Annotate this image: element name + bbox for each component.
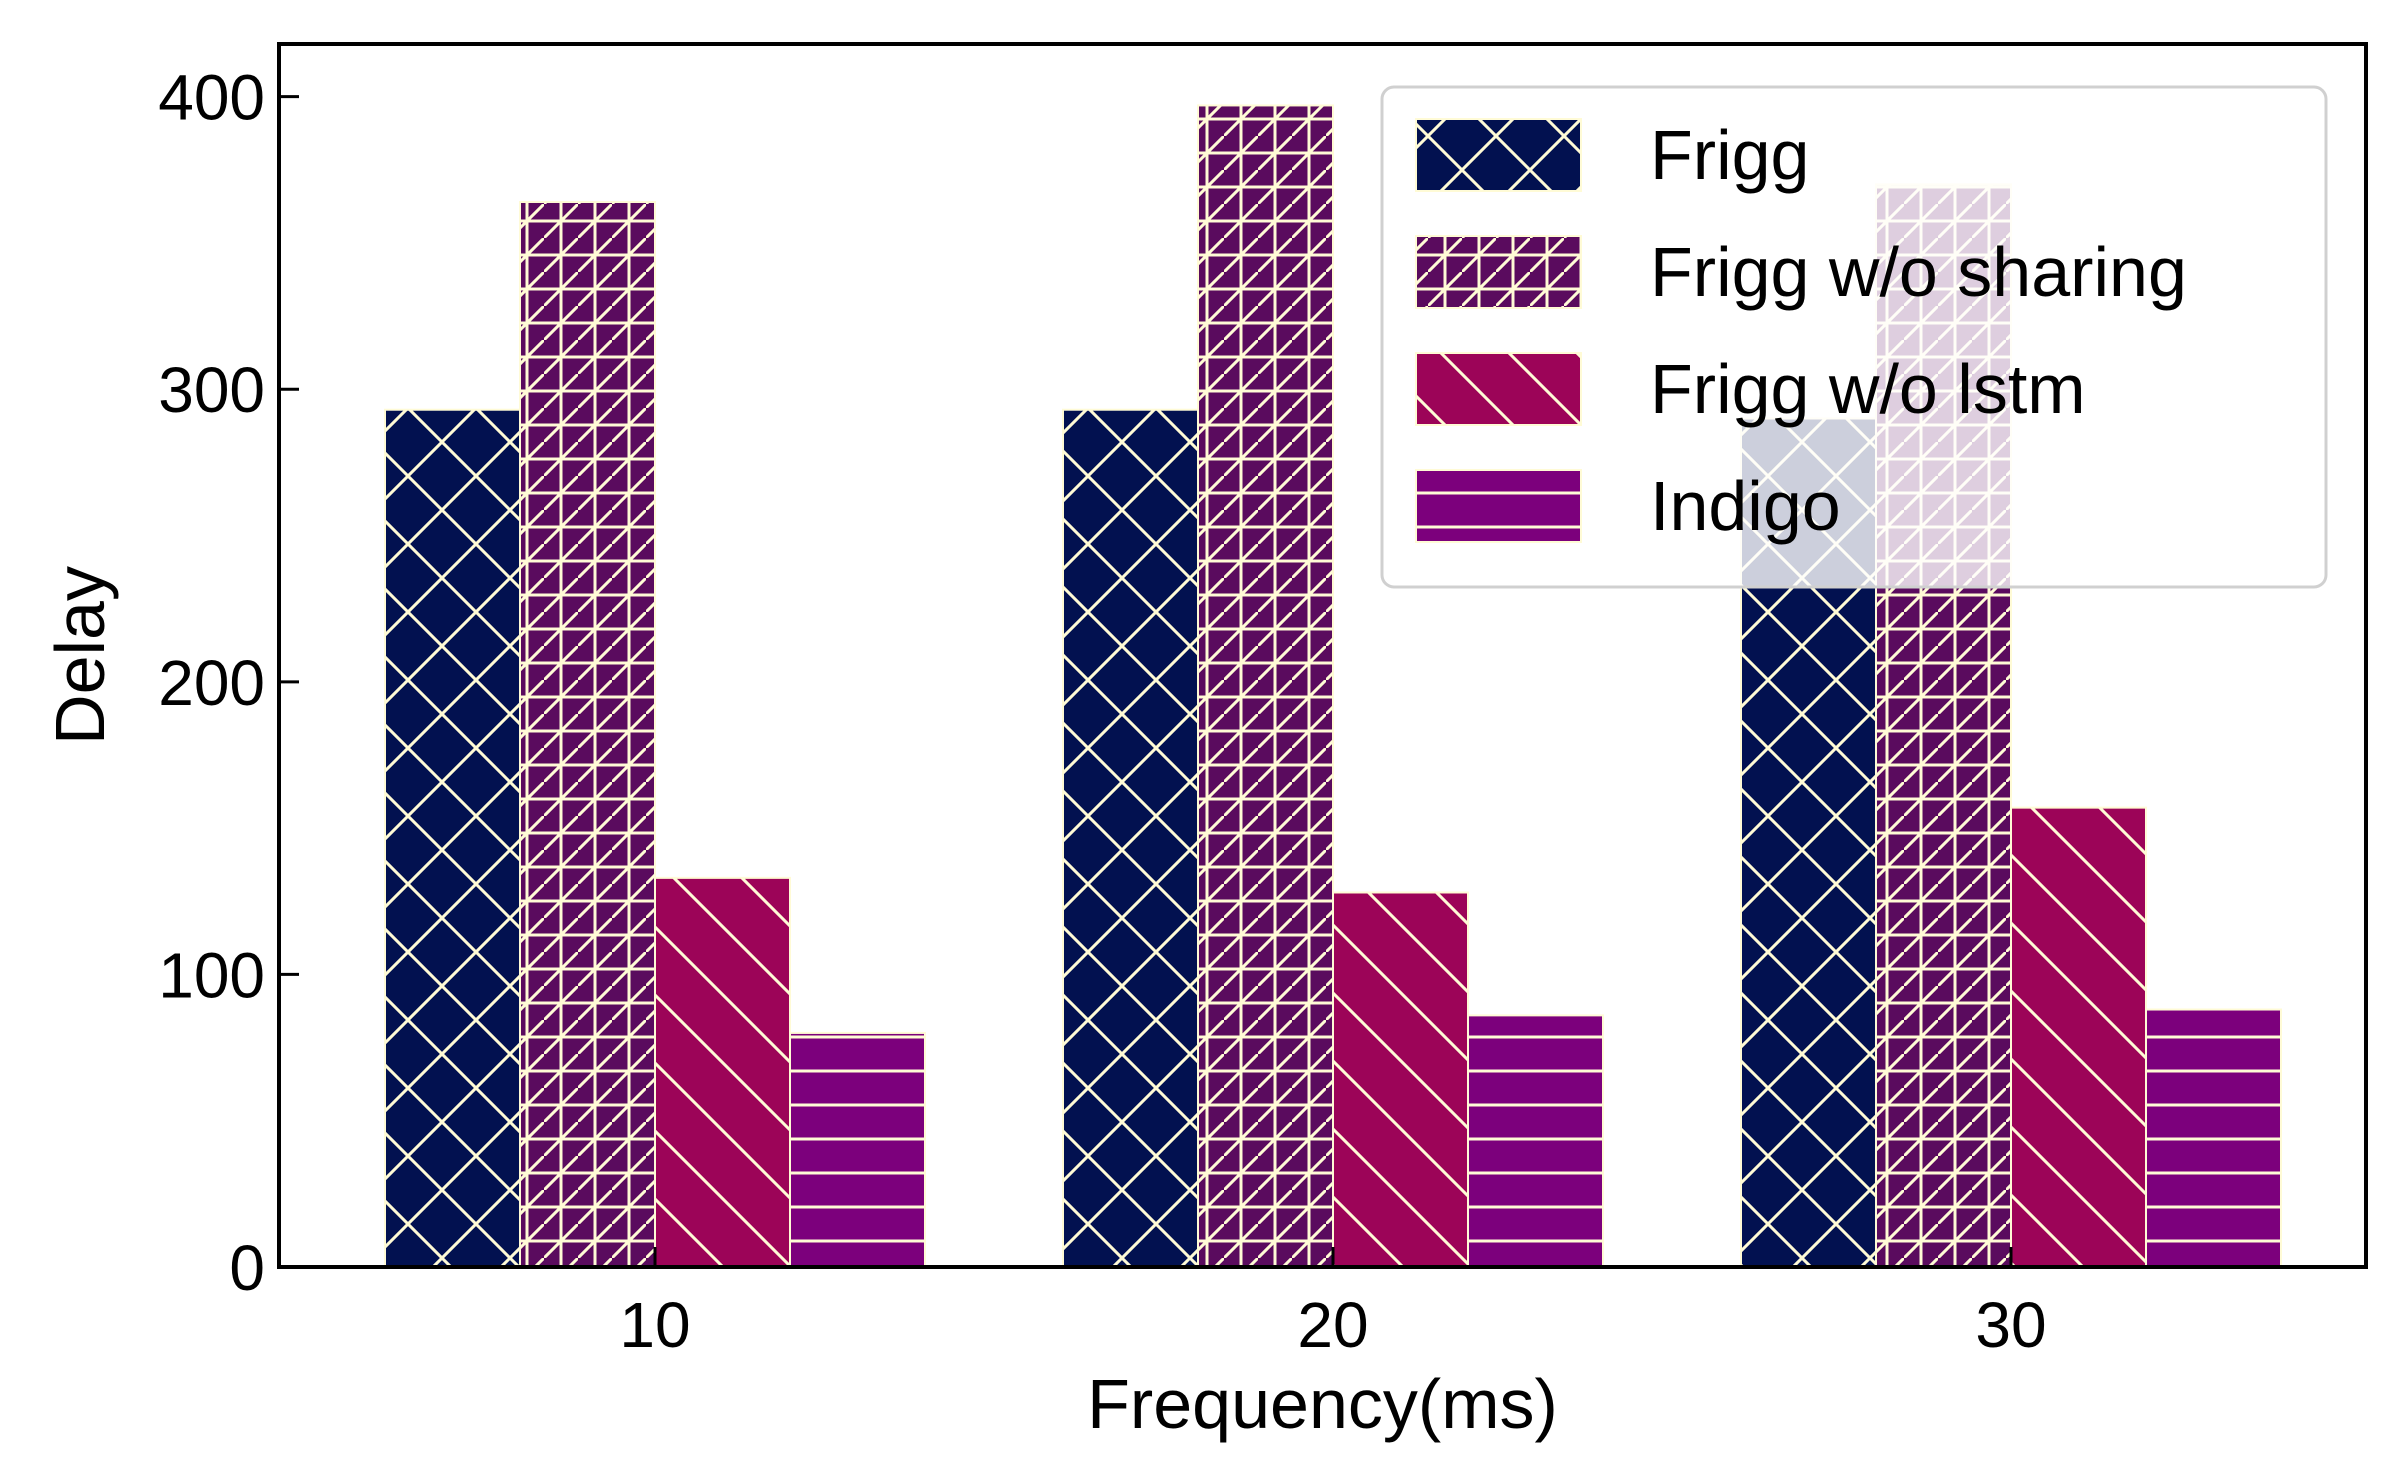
bar-hatch-frigg-w-o-lstm-10 [655,877,790,1267]
bar-hatch-indigo-30 [2146,1009,2281,1267]
ticks-layer: 0 100 200 300 400 10 20 30 [158,62,2046,1361]
legend-swatch-hatch-frigg-w-o-lstm [1416,353,1581,425]
plot-frame [277,42,2368,1269]
legend-box [1380,85,2328,589]
bar-hatch-frigg-20 [1063,409,1198,1267]
bar-hatch-frigg-10 [385,409,520,1267]
legend-swatch-hatch-frigg [1416,119,1581,191]
legend-label-frigg-w-o-sharing: Frigg w/o sharing [1650,233,2187,311]
x-tick-label-20: 20 [1297,1289,1368,1361]
legend-label-indigo: Indigo [1650,467,1841,545]
x-tick-label-10: 10 [619,1289,690,1361]
legend-label-frigg-w-o-lstm: Frigg w/o lstm [1650,350,2086,428]
y-tick-label-100: 100 [158,939,265,1011]
bar-hatch-indigo-20 [1468,1015,1603,1267]
legend: Frigg Frigg w/o sharing Frigg w/o lstm Indi… [1380,85,2328,589]
y-tick-label-200: 200 [158,647,265,719]
bar-hatch-frigg-w-o-lstm-20 [1333,892,1468,1267]
bar-hatch-frigg-w-o-lstm-30 [2011,807,2146,1267]
bar-hatch-indigo-10 [790,1032,925,1267]
x-tick-label-30: 30 [1975,1289,2046,1361]
bar-hatch-frigg-w-o-sharing-10 [520,201,655,1267]
x-axis-label: Frequency(ms) [1087,1365,1558,1443]
y-axis-label: Delay [41,566,119,745]
y-tick-label-300: 300 [158,354,265,426]
bar-hatch-frigg-w-o-sharing-20 [1198,105,1333,1267]
y-tick-label-0: 0 [229,1232,265,1304]
y-tick-label-400: 400 [158,62,265,134]
legend-swatch-hatch-frigg-w-o-sharing [1416,236,1581,308]
legend-label-frigg: Frigg [1650,116,1809,194]
legend-swatch-hatch-indigo [1416,470,1581,542]
